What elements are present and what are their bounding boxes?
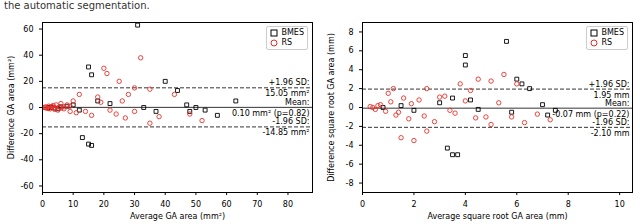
svg-text:80: 80 xyxy=(283,200,293,209)
svg-text:10: 10 xyxy=(68,200,78,209)
svg-text:Average GA area (mm²): Average GA area (mm²) xyxy=(130,212,225,221)
svg-text:-60: -60 xyxy=(20,182,33,191)
svg-text:20: 20 xyxy=(99,200,109,209)
svg-text:8: 8 xyxy=(566,200,571,209)
html-text:BMES: BMES xyxy=(601,28,624,37)
svg-text:-40: -40 xyxy=(20,155,33,164)
svg-text:20: 20 xyxy=(23,77,33,86)
svg-text:+1.96 SD:: +1.96 SD: xyxy=(589,80,630,89)
svg-text:-14.85 mm²: -14.85 mm² xyxy=(262,128,309,137)
svg-text:Mean:: Mean: xyxy=(285,98,310,107)
svg-text:40: 40 xyxy=(160,200,170,209)
svg-text:60: 60 xyxy=(23,25,33,34)
svg-text:0: 0 xyxy=(348,103,353,112)
svg-text:Average square root GA area (m: Average square root GA area (mm) xyxy=(427,212,567,221)
svg-text:1.95 mm: 1.95 mm xyxy=(593,90,630,100)
svg-text:50: 50 xyxy=(191,200,201,209)
svg-text:70: 70 xyxy=(252,200,262,209)
svg-text:10: 10 xyxy=(615,200,625,209)
svg-text:6: 6 xyxy=(514,200,519,209)
svg-text:Difference GA area (mm²): Difference GA area (mm²) xyxy=(7,56,16,159)
svg-text:-20: -20 xyxy=(20,129,33,138)
svg-text:0.10 mm² (p=0.82): 0.10 mm² (p=0.82) xyxy=(232,108,310,118)
svg-text:-1.96 SD:: -1.96 SD: xyxy=(592,118,629,127)
html-text:the automatic segmentation.: the automatic segmentation. xyxy=(4,0,150,11)
svg-text:8: 8 xyxy=(348,28,353,37)
svg-text:15.05 mm²: 15.05 mm² xyxy=(265,89,310,99)
svg-text:2: 2 xyxy=(411,200,416,209)
svg-text:-4: -4 xyxy=(346,141,354,150)
html-text:RS: RS xyxy=(601,38,613,47)
svg-text:0: 0 xyxy=(360,200,365,209)
svg-text:Mean:: Mean: xyxy=(605,99,630,108)
svg-text:-6: -6 xyxy=(346,160,354,169)
html-text:RS: RS xyxy=(281,38,293,47)
svg-text:-1.96 SD:: -1.96 SD: xyxy=(272,117,309,126)
svg-text:60: 60 xyxy=(221,200,231,209)
svg-text:0: 0 xyxy=(40,200,45,209)
svg-text:0: 0 xyxy=(28,103,33,112)
svg-text:-8: -8 xyxy=(346,179,354,188)
svg-text:6: 6 xyxy=(348,46,353,55)
html-text:BMES: BMES xyxy=(281,28,304,37)
svg-text:40: 40 xyxy=(23,51,33,60)
svg-text:-2.10 mm: -2.10 mm xyxy=(591,129,630,138)
svg-text:-2: -2 xyxy=(346,122,354,131)
svg-text:+1.96 SD:: +1.96 SD: xyxy=(269,78,310,87)
svg-text:2: 2 xyxy=(348,84,353,93)
svg-text:30: 30 xyxy=(129,200,139,209)
svg-text:Difference square root GA area: Difference square root GA area (mm) xyxy=(327,33,336,182)
svg-text:4: 4 xyxy=(463,200,468,209)
svg-text:-0.07 mm (p=0.22): -0.07 mm (p=0.22) xyxy=(552,109,630,119)
svg-text:4: 4 xyxy=(348,65,353,74)
